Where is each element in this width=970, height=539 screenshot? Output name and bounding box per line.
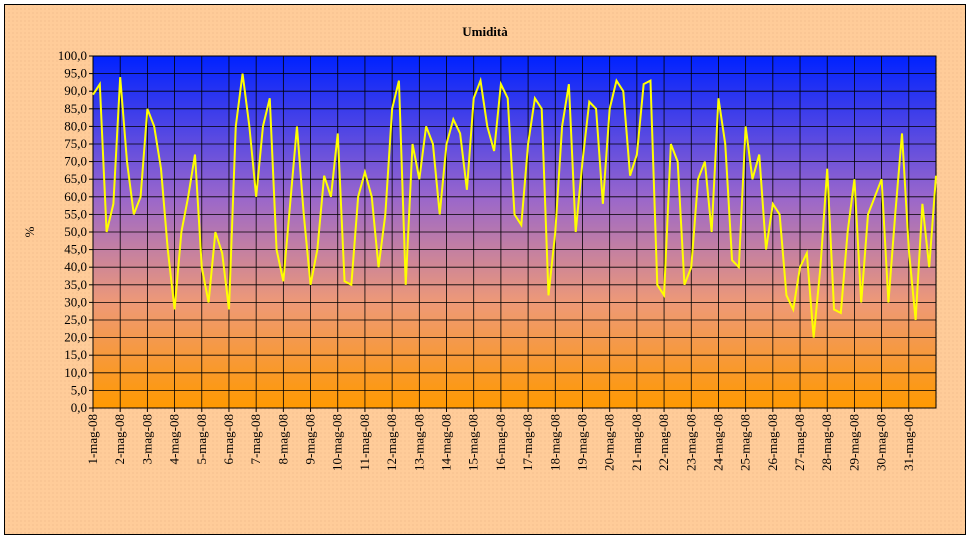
x-tick-label: 16-mag-08 bbox=[493, 414, 508, 471]
x-tick-label: 2-mag-08 bbox=[112, 414, 127, 465]
y-tick-label: 80,0 bbox=[64, 118, 87, 133]
y-tick-label: 35,0 bbox=[64, 277, 87, 292]
x-tick-label: 9-mag-08 bbox=[303, 414, 318, 465]
x-tick-label: 21-mag-08 bbox=[629, 414, 644, 471]
y-tick-label: 60,0 bbox=[64, 189, 87, 204]
y-tick-label: 85,0 bbox=[64, 101, 87, 116]
y-axis-label: % bbox=[22, 226, 37, 237]
x-tick-label: 10-mag-08 bbox=[330, 414, 345, 471]
y-tick-label: 20,0 bbox=[64, 330, 87, 345]
y-tick-label: 10,0 bbox=[64, 365, 87, 380]
x-tick-label: 7-mag-08 bbox=[248, 414, 263, 465]
y-tick-label: 75,0 bbox=[64, 136, 87, 151]
y-tick-label: 90,0 bbox=[64, 83, 87, 98]
y-tick-label: 25,0 bbox=[64, 312, 87, 327]
y-tick-label: 30,0 bbox=[64, 294, 87, 309]
y-tick-label: 45,0 bbox=[64, 242, 87, 257]
x-tick-label: 24-mag-08 bbox=[710, 414, 725, 471]
y-tick-label: 65,0 bbox=[64, 171, 87, 186]
x-tick-label: 4-mag-08 bbox=[167, 414, 182, 465]
x-tick-label: 18-mag-08 bbox=[547, 414, 562, 471]
x-tick-label: 3-mag-08 bbox=[139, 414, 154, 465]
chart-title: Umidità bbox=[462, 24, 508, 39]
x-tick-label: 15-mag-08 bbox=[466, 414, 481, 471]
x-tick-label: 23-mag-08 bbox=[683, 414, 698, 471]
y-tick-label: 50,0 bbox=[64, 224, 87, 239]
x-tick-label: 5-mag-08 bbox=[194, 414, 209, 465]
y-tick-label: 40,0 bbox=[64, 259, 87, 274]
x-tick-label: 26-mag-08 bbox=[765, 414, 780, 471]
x-tick-label: 17-mag-08 bbox=[520, 414, 535, 471]
y-tick-label: 100,0 bbox=[58, 48, 87, 63]
x-tick-label: 22-mag-08 bbox=[656, 414, 671, 471]
x-tick-label: 13-mag-08 bbox=[411, 414, 426, 471]
y-tick-label: 0,0 bbox=[71, 400, 87, 415]
data-line bbox=[92, 73, 937, 338]
x-tick-label: 31-mag-08 bbox=[901, 414, 916, 471]
y-tick-label: 95,0 bbox=[64, 66, 87, 81]
x-tick-label: 14-mag-08 bbox=[439, 414, 454, 471]
y-tick-label: 70,0 bbox=[64, 154, 87, 169]
x-tick-label: 20-mag-08 bbox=[602, 414, 617, 471]
plot-border bbox=[92, 55, 937, 409]
x-tick-label: 29-mag-08 bbox=[846, 414, 861, 471]
x-tick-label: 12-mag-08 bbox=[384, 414, 399, 471]
y-tick-label: 15,0 bbox=[64, 347, 87, 362]
y-tick-label: 5,0 bbox=[71, 382, 87, 397]
x-tick-label: 28-mag-08 bbox=[819, 414, 834, 471]
x-tick-label: 1-mag-08 bbox=[85, 414, 100, 465]
x-tick-label: 6-mag-08 bbox=[221, 414, 236, 465]
x-tick-label: 27-mag-08 bbox=[792, 414, 807, 471]
x-tick-label: 8-mag-08 bbox=[275, 414, 290, 465]
x-tick-label: 30-mag-08 bbox=[874, 414, 889, 471]
y-tick-label: 55,0 bbox=[64, 206, 87, 221]
x-tick-label: 25-mag-08 bbox=[738, 414, 753, 471]
x-tick-label: 19-mag-08 bbox=[574, 414, 589, 471]
x-tick-label: 11-mag-08 bbox=[357, 414, 372, 471]
